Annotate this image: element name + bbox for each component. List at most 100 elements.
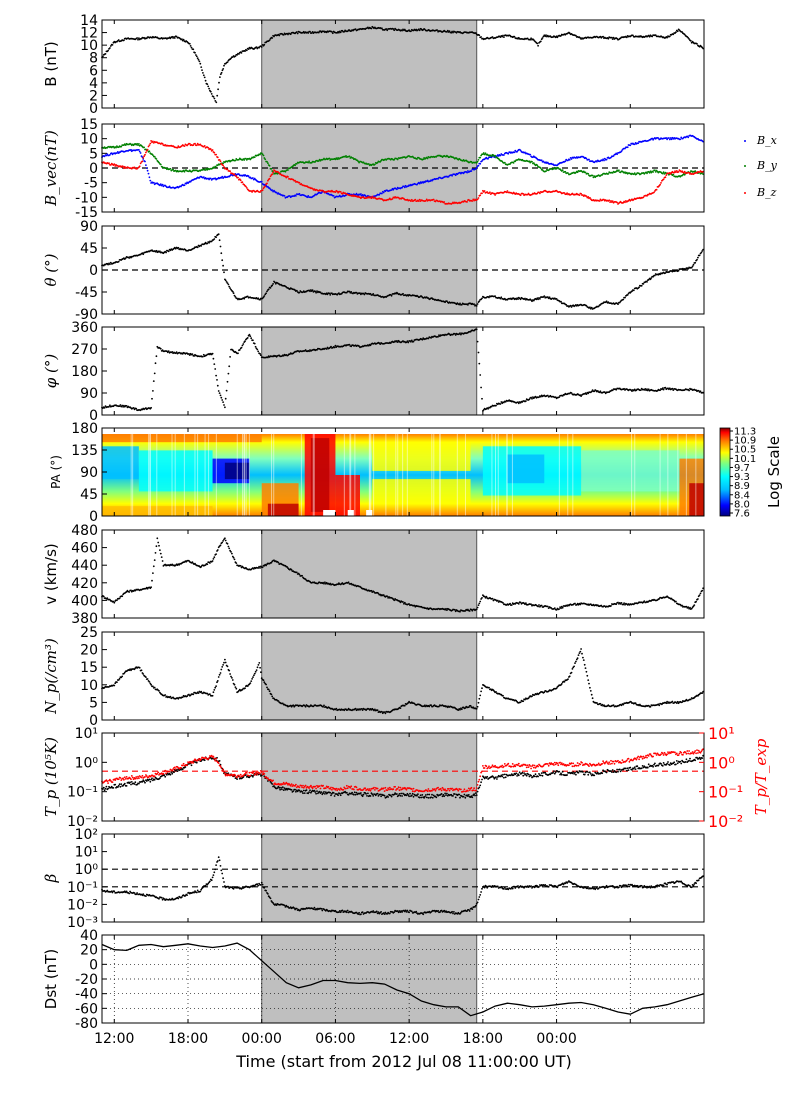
point-Bvec (295, 162, 298, 165)
point-v (459, 610, 461, 613)
point-B (651, 35, 654, 38)
point-Bvec (219, 160, 222, 163)
series-Bvec-1 (101, 142, 704, 179)
point-Bvec (109, 154, 111, 156)
point-theta (215, 236, 218, 239)
point-phi (241, 344, 244, 347)
point-Bvec (146, 169, 149, 172)
point-v (128, 591, 131, 593)
heatmap-gap-7 (631, 434, 633, 516)
point-Bvec (211, 149, 214, 151)
point-Bvec (487, 157, 489, 160)
point-v (121, 595, 124, 598)
point-v (525, 602, 527, 604)
heatmap-gap-25 (369, 434, 371, 516)
point-theta (475, 305, 478, 307)
point-v (154, 552, 157, 554)
heatmap-gap-18 (439, 434, 441, 516)
point-B (676, 30, 679, 33)
point-Bvec (591, 174, 594, 177)
point-Bvec (148, 176, 151, 179)
point-Bvec (161, 183, 164, 186)
axes-frame-B (101, 19, 705, 109)
heatmap-gap-40 (313, 434, 315, 516)
heatmap-gap-55 (156, 434, 158, 516)
point-v (546, 605, 549, 608)
point-Bvec (611, 200, 614, 203)
heatmap-gap-24 (174, 434, 176, 516)
point-Bvec (616, 201, 618, 204)
point-B (214, 100, 217, 102)
point-Bvec (307, 161, 310, 164)
point-theta (543, 295, 546, 297)
point-B (282, 34, 285, 36)
point-Bvec (260, 180, 263, 183)
point-phi (246, 337, 249, 339)
heatmap-gap-3 (248, 434, 250, 516)
point-Bvec (654, 171, 657, 173)
point-theta (698, 254, 701, 257)
point-B (194, 51, 196, 54)
point-v (538, 604, 540, 606)
point-B (216, 94, 219, 97)
point-v (228, 547, 231, 550)
heatmap-gap-52 (183, 434, 185, 516)
point-B (175, 35, 178, 38)
point-B (602, 35, 604, 38)
point-B (502, 34, 504, 37)
point-phi (224, 406, 226, 409)
point-Bvec (503, 161, 506, 164)
point-B (138, 37, 140, 40)
heatmap-gap-28 (354, 434, 356, 516)
ytick-label-phi-2: 180 (71, 364, 98, 380)
point-Bvec (266, 182, 268, 185)
point-Bvec (568, 159, 571, 161)
heatmap-hole-0 (323, 510, 336, 516)
heatmap-gap-13 (148, 434, 150, 516)
point-Bvec (659, 183, 661, 186)
point-Bvec (105, 154, 108, 157)
point-v (537, 605, 539, 608)
point-theta (473, 303, 475, 306)
point-B (213, 97, 216, 100)
heatmap-gap-35 (242, 434, 244, 516)
point-v (239, 565, 242, 567)
point-Bvec (207, 146, 210, 149)
point-B (201, 69, 203, 71)
point-phi (475, 328, 478, 331)
point-B (202, 74, 205, 77)
point-theta (646, 281, 648, 283)
point-Bvec (109, 164, 112, 166)
point-theta (228, 285, 231, 288)
point-Bvec (528, 160, 531, 163)
point-Bvec (142, 157, 145, 159)
point-Bvec (618, 169, 620, 172)
point-phi (254, 345, 257, 348)
point-v (206, 563, 209, 566)
point-Bvec (391, 198, 394, 200)
point-Bvec (148, 144, 151, 147)
point-phi (256, 348, 259, 351)
point-B (338, 31, 340, 34)
heatmap-gap-10 (273, 434, 275, 516)
point-B (198, 60, 201, 63)
point-Bvec (683, 173, 686, 176)
point-B (107, 49, 109, 52)
point-B (219, 76, 221, 78)
point-theta (213, 238, 216, 240)
ylabel-B: B (nT) (42, 41, 60, 86)
point-B (418, 29, 421, 32)
ytick-label-theta-1: -45 (75, 285, 98, 301)
point-B (343, 30, 346, 33)
heatmap-gap-9 (349, 434, 351, 516)
point-B (220, 71, 223, 74)
point-Bvec (147, 172, 150, 175)
point-Bvec (620, 150, 623, 153)
point-Bvec (268, 164, 271, 167)
point-Bvec (545, 170, 547, 173)
point-B (331, 31, 333, 33)
point-Bvec (332, 195, 335, 197)
shaded-interval-phi (261, 327, 477, 415)
point-phi (242, 343, 245, 345)
